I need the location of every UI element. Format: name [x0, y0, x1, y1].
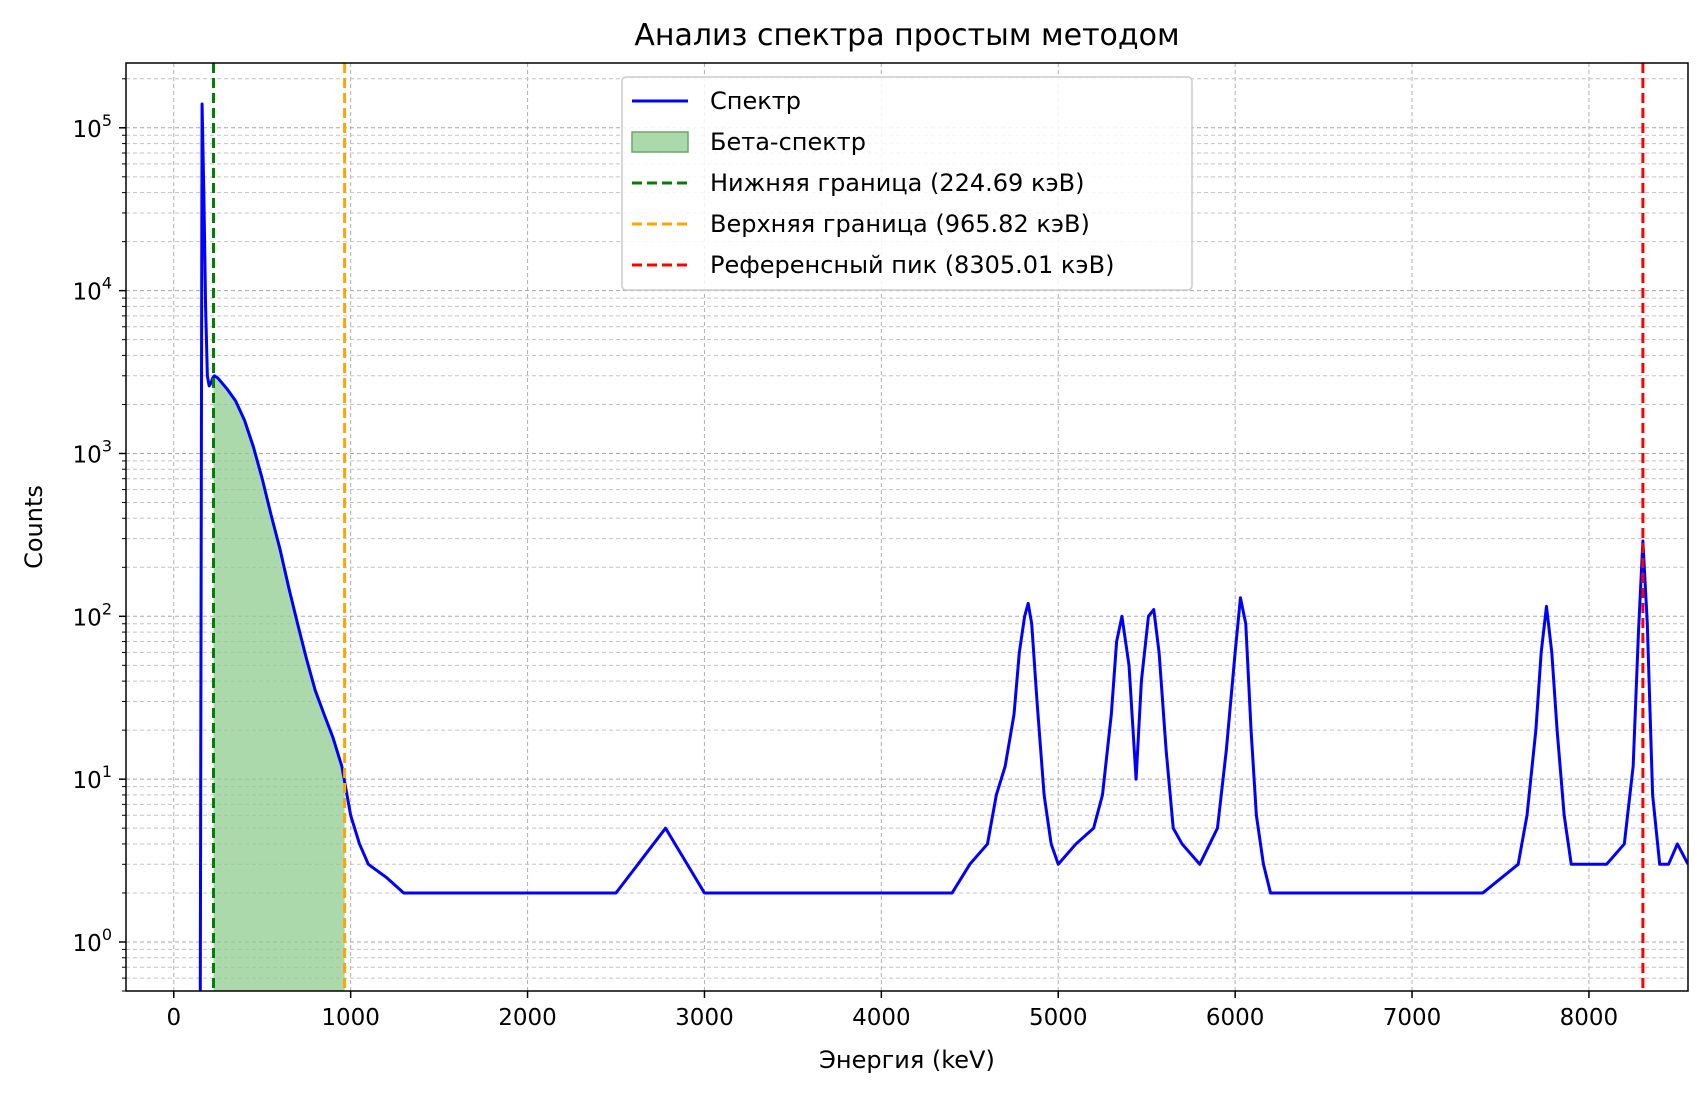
legend-swatch: [631, 131, 689, 153]
y-axis: 100 101 102 103 104 105: [73, 78, 126, 992]
beta-spectrum-area: [213, 375, 345, 991]
x-tick-label: 8000: [1560, 1005, 1619, 1031]
y-tick-label: 102: [73, 599, 112, 631]
y-tick-label: 104: [73, 274, 112, 306]
x-tick-label: 0: [166, 1005, 181, 1031]
x-axis: 0 1000 2000 3000 4000 5000 6000 7000 8000: [166, 991, 1618, 1031]
legend: Спектр Бета-спектр Нижняя граница (224.69 …: [621, 76, 1193, 291]
x-tick-label: 3000: [675, 1005, 734, 1031]
legend-box: [621, 76, 1193, 291]
spectrum-line: [198, 102, 1688, 991]
x-tick-label: 7000: [1383, 1005, 1442, 1031]
legend-label: Верхняя граница (965.82 кэВ): [710, 210, 1090, 238]
chart-title: Анализ спектра простым методом: [634, 18, 1179, 53]
legend-label: Нижняя граница (224.69 кэВ): [710, 169, 1084, 197]
x-axis-label: Энергия (keV): [819, 1046, 995, 1074]
x-tick-label: 5000: [1029, 1005, 1088, 1031]
legend-label: Референсный пик (8305.01 кэВ): [710, 251, 1114, 279]
y-axis-label: Counts: [20, 485, 48, 569]
legend-label: Спектр: [710, 87, 801, 115]
y-tick-label: 105: [73, 111, 112, 143]
beta-spectrum-fill: [213, 375, 345, 991]
y-tick-label: 101: [73, 762, 112, 794]
x-tick-label: 4000: [852, 1005, 911, 1031]
x-tick-label: 1000: [321, 1005, 380, 1031]
legend-label: Бета-спектр: [710, 128, 866, 156]
plot-frame: [125, 62, 1689, 992]
y-tick-label: 103: [73, 436, 112, 468]
y-tick-label: 100: [73, 925, 112, 957]
x-tick-label: 6000: [1206, 1005, 1265, 1031]
boundary-lines: [212, 63, 1645, 991]
spectrum-series: [198, 102, 1688, 991]
x-tick-label: 2000: [498, 1005, 557, 1031]
